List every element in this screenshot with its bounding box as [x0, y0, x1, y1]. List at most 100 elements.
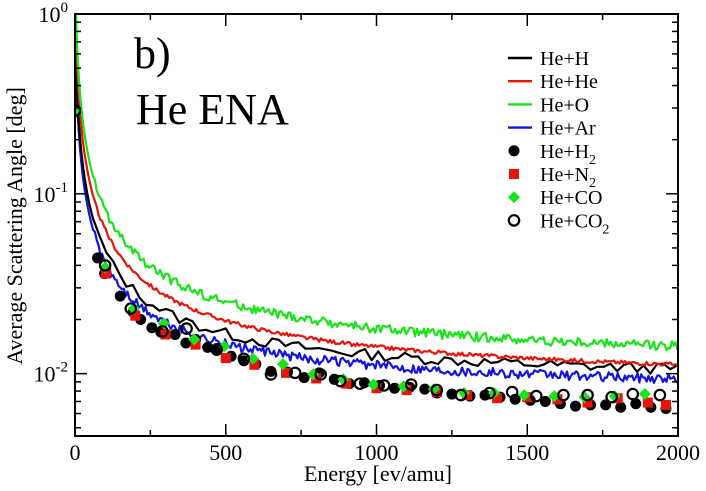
data-point: [180, 337, 192, 349]
y-tick-exponent: 0: [61, 0, 69, 16]
data-point: [653, 388, 667, 402]
data-point: [581, 388, 594, 402]
data-point: [298, 372, 310, 384]
x-axis-label: Energy [ev/amu]: [304, 461, 452, 486]
data-point: [101, 268, 112, 279]
y-tick-label: 10-2: [34, 360, 69, 387]
data-point: [334, 374, 347, 388]
data-point: [114, 290, 126, 302]
data-point: [264, 368, 278, 381]
legend-label: He+CO: [540, 187, 602, 209]
data-point: [249, 359, 260, 370]
data-point: [277, 358, 290, 371]
data-point: [190, 339, 201, 350]
legend-label-text: He+Ar: [540, 118, 596, 140]
data-point: [605, 390, 618, 404]
legend-label: He+He: [540, 71, 598, 93]
legend-label: He+N2: [540, 164, 596, 191]
data-point: [92, 252, 104, 264]
data-point: [341, 378, 352, 389]
legend-marker: [508, 191, 520, 204]
chart-title: He ENA: [136, 85, 289, 134]
legend-marker: [508, 145, 520, 157]
x-tick-label: 500: [209, 440, 242, 465]
data-point: [371, 383, 382, 394]
data-point: [246, 352, 259, 365]
data-point: [608, 390, 621, 403]
data-point: [367, 378, 380, 391]
data-point: [156, 324, 169, 338]
data-point: [539, 395, 551, 407]
marker-layer: [75, 104, 672, 414]
series-line-he-h: [75, 42, 678, 375]
legend-marker: [507, 214, 521, 227]
data-point: [505, 385, 519, 399]
y-tick-label: 100: [39, 0, 69, 27]
data-point: [518, 389, 531, 402]
data-point: [642, 397, 653, 408]
legend-label: He+CO2: [540, 210, 609, 237]
data-point: [265, 365, 277, 377]
data-point: [202, 341, 214, 353]
data-point: [169, 329, 181, 341]
data-point: [638, 388, 651, 401]
legend-label: He+H2: [540, 141, 596, 168]
data-point: [210, 343, 224, 356]
data-point: [98, 259, 112, 272]
data-point: [288, 366, 302, 380]
y-tick-exponent: -2: [56, 360, 69, 376]
data-point: [124, 302, 138, 315]
data-point: [582, 397, 593, 408]
legend-label-text: He+H: [540, 48, 589, 70]
series-line-he-o: [75, 14, 678, 352]
legend-label: He+H: [540, 48, 589, 70]
legend-label-text: He+CO: [540, 187, 602, 209]
data-point: [389, 382, 401, 394]
legend-label-text: He+CO: [540, 210, 602, 232]
data-point: [353, 377, 367, 390]
legend-marker: [509, 169, 519, 179]
y-axis-label: Average Scattering Angle [deg]: [2, 87, 27, 365]
data-point: [130, 310, 141, 321]
legend-label-text: He+O: [540, 94, 589, 116]
data-point: [548, 390, 561, 403]
y-tick-exponent: -1: [56, 180, 69, 196]
y-tick-base: 10: [34, 362, 56, 387]
legend-label-subscript: 2: [589, 153, 596, 168]
data-point: [281, 367, 292, 378]
data-point: [492, 393, 503, 404]
data-point: [569, 400, 581, 412]
data-point: [529, 389, 543, 403]
data-point: [419, 383, 431, 395]
legend-label-subscript: 2: [602, 222, 609, 237]
legend-label-text: He+H: [540, 141, 589, 163]
data-point: [220, 353, 231, 364]
data-point: [446, 388, 458, 400]
data-point: [454, 388, 468, 402]
series-line-he-ar: [75, 53, 678, 384]
data-point: [314, 368, 328, 381]
data-point: [630, 398, 642, 410]
data-point: [552, 394, 563, 405]
data-point: [404, 378, 418, 391]
legend-label: He+Ar: [540, 118, 596, 140]
legend-label-text: He+He: [540, 71, 598, 93]
data-point: [557, 388, 570, 402]
y-tick-base: 10: [34, 182, 56, 207]
data-point: [127, 302, 140, 315]
x-tick-label: 1500: [505, 440, 549, 465]
data-point: [615, 401, 627, 413]
data-point: [427, 383, 440, 396]
data-point: [430, 383, 444, 397]
panel-label: b): [134, 29, 171, 78]
data-point: [237, 352, 251, 366]
x-tick-label: 1000: [355, 440, 399, 465]
y-tick-base: 10: [39, 2, 61, 27]
y-tick-label: 10-1: [34, 180, 69, 207]
legend-label-text: He+N: [540, 164, 589, 186]
data-point: [180, 322, 193, 335]
data-point: [401, 385, 412, 396]
